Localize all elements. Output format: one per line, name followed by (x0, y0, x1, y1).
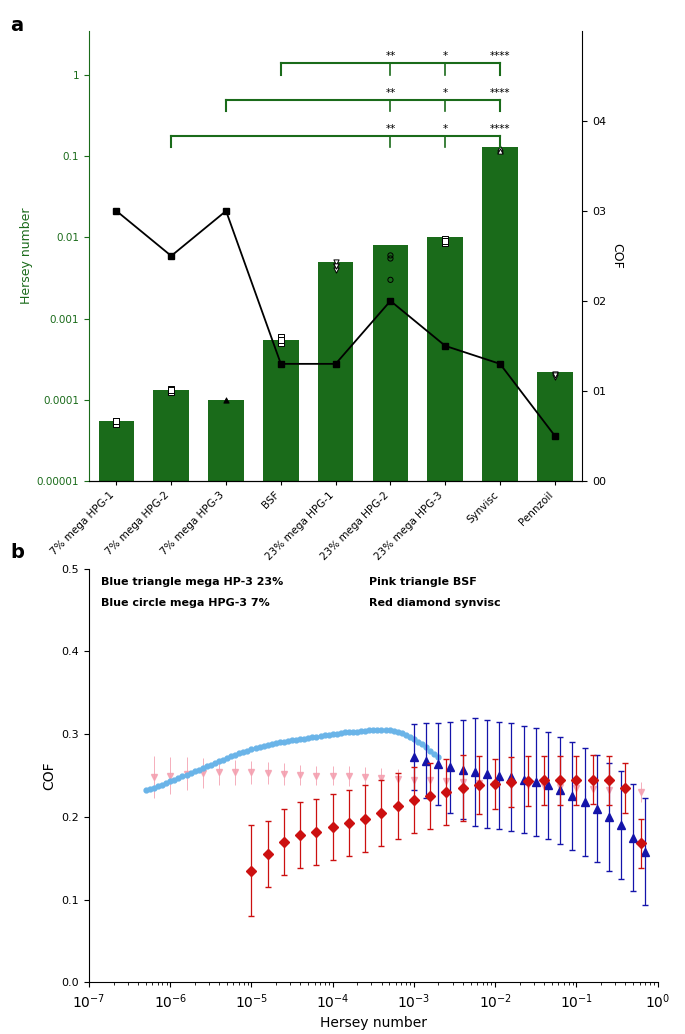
Text: ****: **** (490, 52, 510, 61)
Bar (318, 262, 353, 1034)
Point (549, 369, 560, 386)
Point (440, 233, 451, 249)
Point (166, 383, 177, 399)
X-axis label: Hersey number: Hersey number (320, 1016, 427, 1030)
Bar (208, 400, 244, 1034)
Point (166, 381, 177, 397)
Text: Blue circle mega HPG-3 7%: Blue circle mega HPG-3 7% (101, 598, 270, 608)
Point (440, 235, 451, 251)
Text: *: * (443, 88, 448, 97)
Point (549, 367, 560, 384)
Text: Blue triangle mega HP-3 23%: Blue triangle mega HP-3 23% (101, 577, 284, 587)
Text: **: ** (386, 88, 395, 97)
Point (549, 367, 560, 384)
Text: a: a (10, 16, 23, 34)
Text: Pink triangle BSF: Pink triangle BSF (369, 577, 477, 587)
Point (440, 231, 451, 247)
Text: Red diamond synvisc: Red diamond synvisc (369, 598, 501, 608)
Bar (537, 372, 573, 1034)
Bar (482, 147, 518, 1034)
Point (330, 257, 341, 274)
Point (111, 416, 122, 432)
Text: ****: **** (490, 123, 510, 133)
Bar (427, 238, 463, 1034)
Point (275, 331, 286, 347)
Point (495, 143, 506, 159)
Point (330, 262, 341, 278)
Point (495, 142, 506, 158)
Bar (153, 391, 189, 1034)
Point (275, 335, 286, 352)
Point (275, 328, 286, 344)
Y-axis label: Hersey number: Hersey number (20, 208, 33, 304)
Point (111, 413, 122, 429)
Text: **: ** (386, 123, 395, 133)
Text: ****: **** (490, 88, 510, 97)
Text: b: b (10, 543, 24, 561)
Point (549, 365, 560, 382)
Bar (263, 339, 299, 1034)
Bar (99, 421, 134, 1034)
Point (495, 141, 506, 157)
Point (440, 233, 451, 249)
Text: *: * (443, 52, 448, 61)
Point (275, 331, 286, 347)
Point (111, 413, 122, 429)
Point (166, 383, 177, 399)
Point (330, 257, 341, 274)
Point (385, 250, 396, 267)
Point (111, 413, 122, 429)
Bar (373, 245, 408, 1034)
Point (166, 384, 177, 400)
Point (385, 272, 396, 288)
Y-axis label: COF: COF (42, 761, 56, 790)
Y-axis label: COF: COF (610, 243, 623, 269)
Point (330, 253, 341, 270)
Text: *: * (443, 123, 448, 133)
Point (221, 392, 232, 408)
Point (385, 247, 396, 264)
Text: **: ** (386, 52, 395, 61)
